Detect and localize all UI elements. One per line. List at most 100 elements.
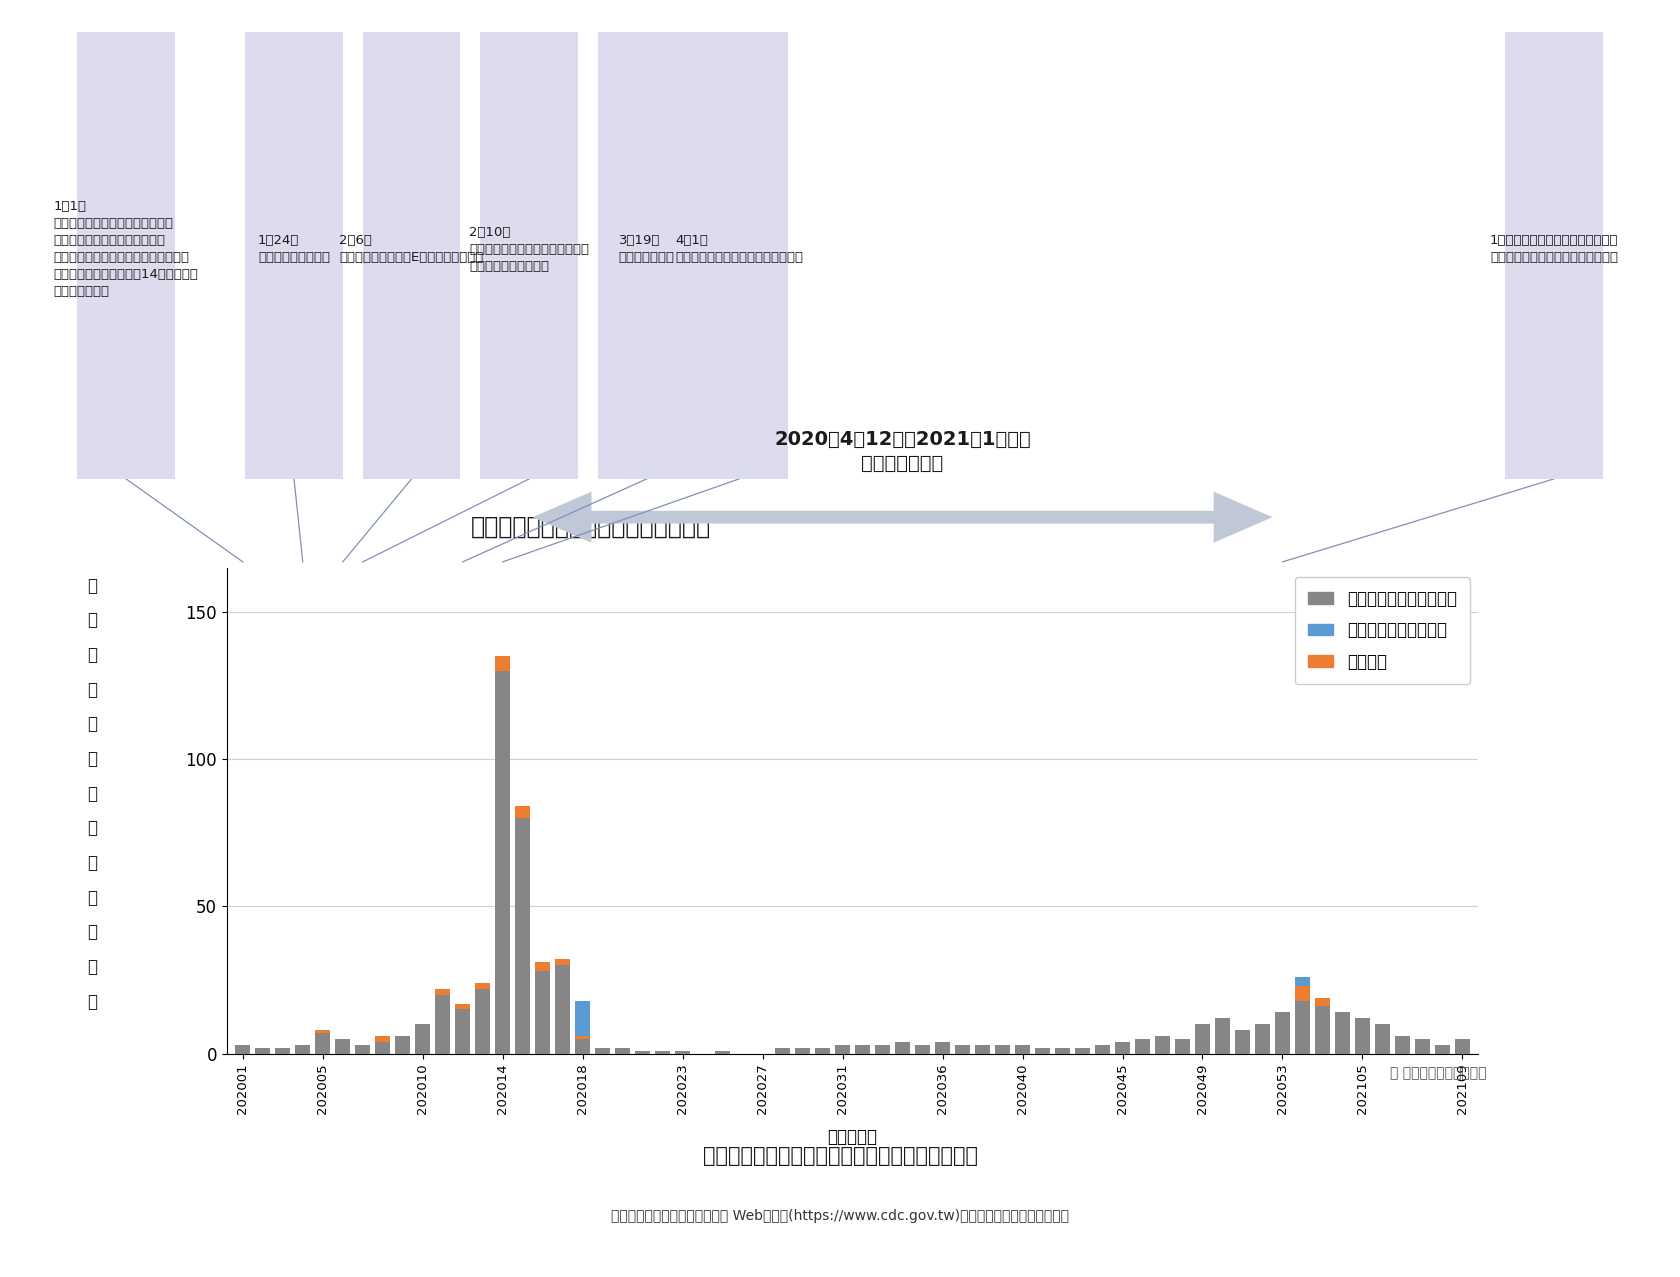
Text: 数: 数 <box>87 992 97 1010</box>
Bar <box>1015 1045 1030 1054</box>
Text: 1月24日
マスクの輸出を禁止: 1月24日 マスクの輸出を禁止 <box>259 234 329 264</box>
Text: ＊ 無症状感染者は含まず: ＊ 無症状感染者は含まず <box>1391 1066 1487 1080</box>
Bar <box>1215 1018 1230 1054</box>
Legend: 海外からの入国者の感染, 船舶、航空機での感染, 国内感染: 海外からの入国者の感染, 船舶、航空機での感染, 国内感染 <box>1295 577 1470 684</box>
Bar <box>1255 1024 1270 1054</box>
Text: 1月中旬に台湾北部の桃園市の病院
での院内感染により市中感染が発生: 1月中旬に台湾北部の桃園市の病院 での院内感染により市中感染が発生 <box>1490 234 1618 264</box>
Bar <box>395 1036 410 1054</box>
Bar <box>435 995 450 1054</box>
Bar <box>995 1045 1010 1054</box>
Bar <box>716 1051 731 1054</box>
Bar <box>496 656 511 672</box>
Text: 新: 新 <box>87 577 97 595</box>
Text: 4月1日
公共交通機関でのマスク着用義務化: 4月1日 公共交通機関でのマスク着用義務化 <box>675 234 803 264</box>
Bar <box>455 1009 470 1054</box>
Bar <box>1295 977 1310 986</box>
Bar <box>1194 1024 1210 1054</box>
Bar <box>1095 1045 1110 1054</box>
Text: ス: ス <box>87 854 97 872</box>
Bar <box>1035 1047 1050 1054</box>
Text: 台湾・中央伝染病対策センター Webサイト(https://www.cdc.gov.tw)掲載のグラフに対策を加筆。: 台湾・中央伝染病対策センター Webサイト(https://www.cdc.go… <box>612 1209 1068 1222</box>
Bar <box>1295 1001 1310 1054</box>
Bar <box>615 1047 630 1054</box>
Bar <box>815 1047 830 1054</box>
Bar <box>1336 1013 1351 1054</box>
Text: 者: 者 <box>87 958 97 976</box>
Text: 3月19日
外国人入国禁止: 3月19日 外国人入国禁止 <box>618 234 675 264</box>
Bar <box>895 1042 911 1054</box>
Bar <box>575 1038 590 1054</box>
Text: ル: ル <box>87 820 97 838</box>
Bar <box>375 1036 390 1042</box>
Bar <box>575 1036 590 1038</box>
Bar <box>1435 1045 1450 1054</box>
Bar <box>1136 1038 1151 1054</box>
Text: ナ: ナ <box>87 715 97 733</box>
Bar <box>296 1045 311 1054</box>
Bar <box>475 988 491 1054</box>
Bar <box>1455 1038 1470 1054</box>
Bar <box>936 1042 951 1054</box>
Bar <box>536 972 549 1054</box>
Bar <box>316 1031 331 1033</box>
Bar <box>795 1047 810 1054</box>
Bar <box>276 1047 291 1054</box>
Bar <box>855 1045 870 1054</box>
Bar <box>1156 1036 1169 1054</box>
Bar <box>835 1045 850 1054</box>
Bar <box>554 959 570 965</box>
Bar <box>635 1051 650 1054</box>
Text: 1月1日
機内からの直行便の乗客に対して
・中国への立ち入り検査・検疫
・中国から入国した観光客・乗客及び
　濃厚接触者に対して、14日間の自宅
　待機を義務化: 1月1日 機内からの直行便の乗客に対して ・中国への立ち入り検査・検疫 ・中国か… <box>54 200 198 298</box>
Bar <box>496 672 511 1054</box>
Bar <box>954 1045 969 1054</box>
Bar <box>1315 997 1331 1006</box>
Bar <box>554 965 570 1054</box>
Bar <box>1394 1036 1410 1054</box>
Bar <box>375 1042 390 1054</box>
Text: 型: 型 <box>87 612 97 630</box>
Bar <box>516 807 531 819</box>
Text: 図１　台湾の新型コロナウイルス感染状況と対策: 図１ 台湾の新型コロナウイルス感染状況と対策 <box>702 1145 978 1166</box>
Bar <box>415 1024 430 1054</box>
Text: ウ: ウ <box>87 750 97 767</box>
X-axis label: 年および週: 年および週 <box>828 1128 877 1145</box>
Bar <box>595 1047 610 1054</box>
Text: 2月10日
国内マスクの生産ラインを政府の
コントロール下に置く: 2月10日 国内マスクの生産ラインを政府の コントロール下に置く <box>469 226 590 272</box>
Bar <box>1116 1042 1131 1054</box>
Bar <box>235 1045 250 1054</box>
Text: 染: 染 <box>87 923 97 941</box>
Bar <box>1295 986 1310 1001</box>
Bar <box>875 1045 890 1054</box>
Bar <box>675 1051 690 1054</box>
Text: コ: コ <box>87 646 97 664</box>
Text: 2020年4月12日～2021年1月中旬
国内感染者ゼロ: 2020年4月12日～2021年1月中旬 国内感染者ゼロ <box>774 430 1032 472</box>
Bar <box>1356 1018 1369 1054</box>
Bar <box>435 988 450 995</box>
Text: イ: イ <box>87 784 97 802</box>
Bar <box>1415 1038 1430 1054</box>
Bar <box>475 983 491 988</box>
Text: 週ごとの新型コロナウイルス感染者数: 週ごとの新型コロナウイルス感染者数 <box>470 515 711 539</box>
Bar <box>536 963 549 972</box>
Bar <box>974 1045 990 1054</box>
Bar <box>774 1047 790 1054</box>
Bar <box>1075 1047 1090 1054</box>
Bar <box>575 1001 590 1036</box>
Text: 感: 感 <box>87 889 97 907</box>
Bar <box>1275 1013 1290 1054</box>
Bar <box>336 1038 349 1054</box>
Bar <box>316 1033 331 1054</box>
Text: 2月6日
マスク実名購入制「Eマスク」スタート: 2月6日 マスク実名購入制「Eマスク」スタート <box>339 234 484 264</box>
Bar <box>655 1051 670 1054</box>
Bar <box>255 1047 270 1054</box>
Bar <box>1235 1031 1250 1054</box>
Bar <box>354 1045 370 1054</box>
Bar <box>1174 1038 1189 1054</box>
Bar <box>1315 1006 1331 1054</box>
Text: ロ: ロ <box>87 681 97 699</box>
Bar <box>916 1045 931 1054</box>
Bar <box>1374 1024 1389 1054</box>
Bar <box>516 819 531 1054</box>
Bar <box>1055 1047 1070 1054</box>
Bar <box>455 1004 470 1009</box>
